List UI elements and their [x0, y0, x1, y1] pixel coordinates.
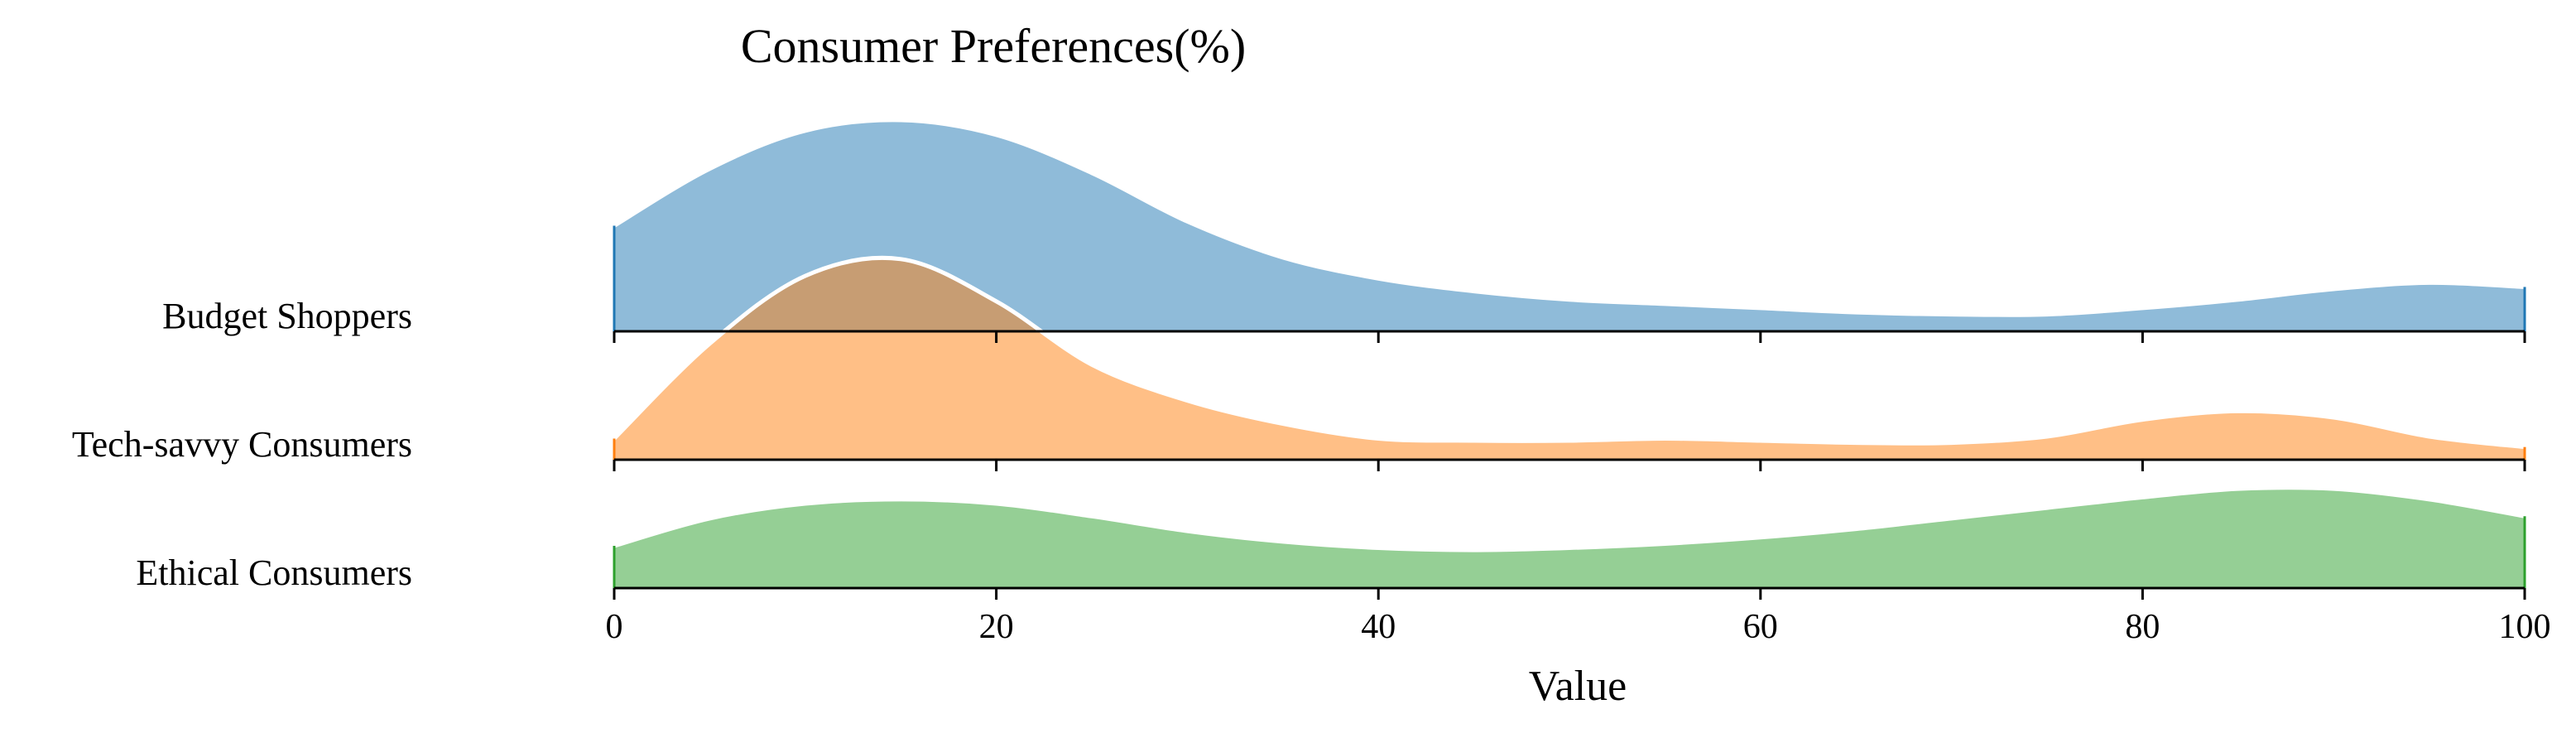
x-tick-label: 20: [979, 608, 1014, 646]
x-axis-label: Value: [1529, 663, 1627, 710]
ridge-outline-ethical-consumers: [613, 485, 2526, 552]
category-label: Budget Shoppers: [162, 296, 412, 336]
axes-group: Budget Shoppers Tech-savvy Consumers Ethic…: [72, 296, 2551, 646]
x-tick-label: 100: [2499, 608, 2551, 646]
x-tick-label: 40: [1361, 608, 1396, 646]
chart-title: Consumer Preferences(%): [741, 19, 1246, 73]
x-tick-label: 60: [1743, 608, 1778, 646]
ridge-area-tech-savvy-consumers: [614, 258, 2525, 460]
ridge-ethical-consumers: [613, 485, 2526, 588]
category-label: Tech-savvy Consumers: [72, 424, 412, 465]
x-tick-label: 0: [606, 608, 623, 646]
ridge-area-budget-shoppers: [614, 119, 2525, 331]
ridge-budget-shoppers: [613, 118, 2526, 331]
ridge-area-ethical-consumers: [614, 487, 2525, 588]
x-tick-label: 80: [2125, 608, 2160, 646]
ridge-tech-savvy-consumers: [613, 255, 2526, 460]
ridge-outline-budget-shoppers: [613, 118, 2526, 317]
ridges-group: [613, 118, 2526, 588]
category-label: Ethical Consumers: [136, 552, 412, 593]
ridge-outline-tech-savvy-consumers: [613, 255, 2526, 450]
